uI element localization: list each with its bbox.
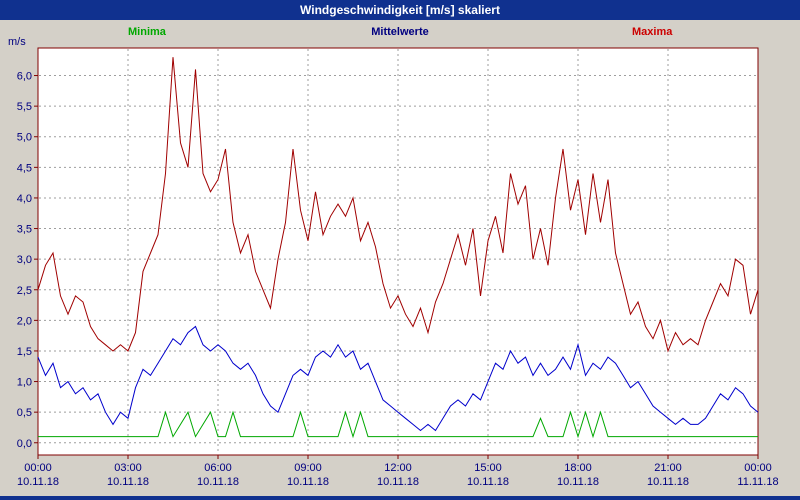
y-tick-label: 3,5 xyxy=(17,224,32,236)
page-title: Windgeschwindigkeit [m/s] skaliert xyxy=(300,3,500,17)
y-tick-label: 5,0 xyxy=(17,132,32,144)
y-axis-unit-label: m/s xyxy=(8,36,26,48)
x-tick-time-label: 09:00 xyxy=(294,462,322,474)
bottom-accent-strip xyxy=(0,496,800,500)
minima-line xyxy=(38,410,758,439)
x-tick-time-label: 00:00 xyxy=(24,462,52,474)
x-tick-time-label: 21:00 xyxy=(654,462,682,474)
x-tick-date-label: 10.11.18 xyxy=(377,476,419,488)
x-tick-date-label: 10.11.18 xyxy=(287,476,329,488)
legend-mittelwerte-label: Mittelwerte xyxy=(371,26,429,38)
maxima-line xyxy=(37,57,759,353)
window-title-bar: Windgeschwindigkeit [m/s] skaliert xyxy=(0,0,800,20)
y-tick-label: 0,5 xyxy=(17,407,32,419)
y-tick-label: 3,0 xyxy=(17,254,32,266)
x-tick-date-label: 10.11.18 xyxy=(557,476,599,488)
x-tick-time-label: 18:00 xyxy=(564,462,592,474)
y-tick-label: 1,5 xyxy=(17,346,32,358)
legend-minima-label: Minima xyxy=(128,26,166,38)
x-tick-time-label: 00:00 xyxy=(744,462,772,474)
x-tick-time-label: 06:00 xyxy=(204,462,232,474)
x-tick-date-label: 10.11.18 xyxy=(107,476,149,488)
mittelwerte-line xyxy=(37,325,759,432)
y-tick-label: 2,0 xyxy=(17,315,32,327)
x-tick-date-label: 10.11.18 xyxy=(647,476,689,488)
x-tick-date-label: 11.11.18 xyxy=(737,476,778,488)
y-tick-label: 1,0 xyxy=(17,377,32,389)
x-tick-date-label: 10.11.18 xyxy=(197,476,239,488)
x-tick-time-label: 15:00 xyxy=(474,462,502,474)
legend-maxima-label: Maxima xyxy=(632,26,673,38)
y-tick-label: 2,5 xyxy=(17,285,32,297)
y-tick-label: 4,0 xyxy=(17,193,32,205)
x-tick-date-label: 10.11.18 xyxy=(17,476,59,488)
y-tick-label: 0,0 xyxy=(17,438,32,450)
x-tick-date-label: 10.11.18 xyxy=(467,476,509,488)
y-tick-label: 6,0 xyxy=(17,71,32,83)
x-tick-time-label: 03:00 xyxy=(114,462,142,474)
x-tick-time-label: 12:00 xyxy=(384,462,412,474)
y-tick-label: 4,5 xyxy=(17,162,32,174)
y-tick-label: 5,5 xyxy=(17,101,32,113)
